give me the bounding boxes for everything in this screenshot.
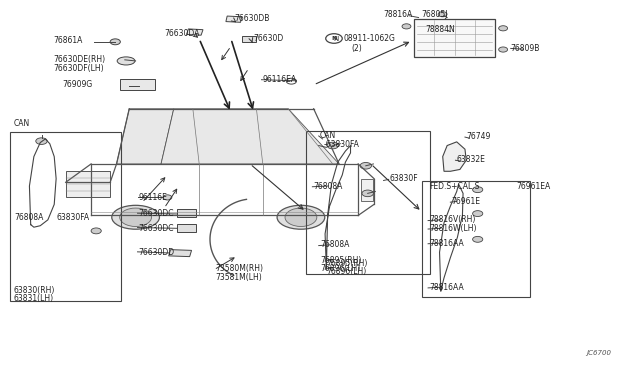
Text: 63830F: 63830F [390, 174, 419, 183]
Polygon shape [186, 29, 203, 35]
Text: 76896(LH): 76896(LH) [326, 267, 367, 276]
Circle shape [110, 39, 120, 45]
Circle shape [472, 236, 483, 242]
Text: 63830(RH): 63830(RH) [13, 286, 55, 295]
Circle shape [120, 208, 152, 227]
Circle shape [91, 228, 101, 234]
Text: CAN: CAN [320, 131, 336, 140]
Text: 76630DB: 76630DB [234, 14, 269, 23]
Text: (2): (2) [351, 44, 362, 52]
Text: 96116E: 96116E [139, 193, 168, 202]
Text: 76896(LH): 76896(LH) [320, 264, 360, 273]
Circle shape [499, 47, 508, 52]
Circle shape [286, 78, 296, 84]
Text: 08911-1062G: 08911-1062G [344, 34, 396, 44]
Circle shape [472, 187, 483, 193]
Polygon shape [116, 109, 173, 164]
Circle shape [327, 142, 339, 149]
Text: 76895(RH): 76895(RH) [326, 259, 368, 268]
Text: 76961E: 76961E [451, 197, 480, 206]
Polygon shape [226, 16, 242, 22]
Text: 76895(RH): 76895(RH) [320, 256, 362, 265]
Text: N: N [332, 36, 337, 41]
Text: 76808A: 76808A [320, 240, 349, 249]
Text: 76961EA: 76961EA [516, 182, 550, 190]
Circle shape [438, 12, 447, 17]
Text: 76808A: 76808A [314, 182, 343, 190]
Circle shape [326, 34, 342, 43]
Text: 76630DC: 76630DC [139, 224, 174, 233]
Text: 76630DA: 76630DA [164, 29, 200, 38]
Text: 78816AA: 78816AA [429, 238, 464, 247]
Bar [243, 36, 257, 42]
Text: 78884N: 78884N [425, 25, 454, 34]
Text: N: N [333, 36, 338, 42]
Text: 76630DC: 76630DC [139, 209, 174, 218]
Text: 96116EA: 96116EA [263, 75, 297, 84]
Polygon shape [169, 250, 191, 257]
Text: 78816AA: 78816AA [429, 283, 464, 292]
Polygon shape [443, 142, 467, 171]
Text: 76749: 76749 [467, 132, 491, 141]
Text: CAN: CAN [13, 119, 30, 128]
Text: 73581M(LH): 73581M(LH) [215, 273, 262, 282]
Text: FED.S+CAL.S: FED.S+CAL.S [429, 182, 480, 190]
Circle shape [360, 163, 371, 169]
Text: 76809B: 76809B [511, 44, 540, 52]
Text: 76630DE(RH): 76630DE(RH) [53, 55, 105, 64]
Circle shape [472, 211, 483, 217]
Circle shape [163, 195, 172, 200]
Bar [66, 171, 110, 197]
Text: 76630DD: 76630DD [139, 248, 175, 257]
Bar [422, 181, 530, 297]
Text: 76909G: 76909G [63, 80, 93, 89]
Text: 78816W(LH): 78816W(LH) [429, 224, 477, 233]
Polygon shape [161, 109, 339, 164]
Circle shape [285, 208, 317, 227]
Circle shape [402, 24, 411, 29]
Text: 76861A: 76861A [53, 36, 83, 45]
Ellipse shape [112, 205, 159, 229]
Text: 63830FA: 63830FA [56, 213, 89, 222]
Circle shape [499, 26, 508, 31]
Circle shape [36, 138, 47, 144]
Text: 63831(LH): 63831(LH) [13, 294, 54, 304]
Text: -63830FA: -63830FA [323, 140, 359, 149]
Text: JC6700: JC6700 [586, 350, 611, 356]
Text: 76808A: 76808A [15, 213, 44, 222]
Ellipse shape [117, 57, 135, 65]
Text: 76805J: 76805J [422, 10, 448, 19]
Circle shape [362, 190, 373, 197]
Text: 76630D: 76630D [253, 34, 284, 44]
Text: 78816A: 78816A [383, 10, 413, 19]
Bar [306, 131, 430, 274]
Text: 76630DF(LH): 76630DF(LH) [53, 64, 104, 73]
Text: 63832E: 63832E [457, 155, 486, 164]
Text: 78816V(RH): 78816V(RH) [429, 215, 476, 224]
Bar [10, 132, 121, 301]
Bar [177, 209, 196, 217]
Bar [362, 179, 372, 201]
Bar [414, 19, 495, 57]
Bar [120, 79, 155, 90]
Bar [177, 224, 196, 232]
Ellipse shape [277, 205, 324, 229]
Text: 73580M(RH): 73580M(RH) [215, 264, 263, 273]
